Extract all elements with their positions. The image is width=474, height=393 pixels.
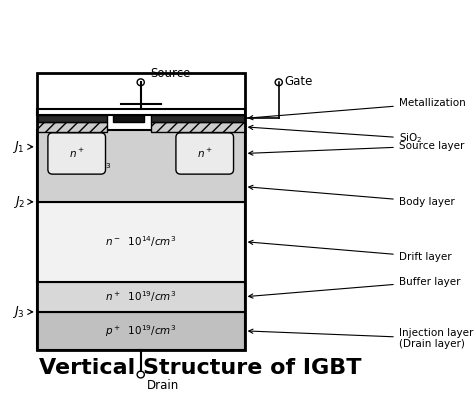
Text: Injection layer
(Drain layer): Injection layer (Drain layer) (249, 328, 473, 349)
Text: Source: Source (151, 67, 191, 81)
Bar (151, 114, 245, 122)
FancyBboxPatch shape (48, 133, 106, 174)
Text: Buffer layer: Buffer layer (249, 277, 460, 298)
Text: $J_2$: $J_2$ (12, 194, 33, 210)
Text: SiO$_2$: SiO$_2$ (249, 125, 422, 145)
Text: Source layer: Source layer (249, 141, 464, 155)
Text: Gate: Gate (285, 75, 313, 88)
Text: $n^+$: $n^+$ (69, 147, 85, 160)
Bar (36, 202, 245, 281)
Bar (36, 109, 245, 114)
Text: Metallization: Metallization (249, 98, 465, 120)
Bar (36, 312, 245, 350)
Bar (36, 122, 107, 132)
Text: $n^+$: $n^+$ (197, 147, 213, 160)
Text: $J_3$: $J_3$ (12, 304, 33, 320)
Bar (36, 281, 245, 312)
Text: Body layer: Body layer (249, 185, 455, 207)
Bar (113, 114, 144, 122)
Text: $n^+$  $10^{19}/cm^3$: $n^+$ $10^{19}/cm^3$ (105, 289, 176, 304)
Text: $p$  $10^{16}/cm^3$: $p$ $10^{16}/cm^3$ (50, 162, 112, 178)
Bar (36, 130, 245, 202)
Text: $J_1$: $J_1$ (12, 139, 33, 155)
Text: Vertical Structure of IGBT: Vertical Structure of IGBT (39, 358, 362, 378)
Text: Drain: Drain (147, 379, 179, 392)
Bar (36, 114, 107, 122)
Bar (36, 73, 245, 350)
Text: $n^-$  $10^{14}/cm^3$: $n^-$ $10^{14}/cm^3$ (105, 234, 176, 249)
Text: $p^+$  $10^{19}/cm^3$: $p^+$ $10^{19}/cm^3$ (105, 323, 176, 339)
FancyBboxPatch shape (176, 133, 234, 174)
Text: Drift layer: Drift layer (249, 240, 451, 262)
Bar (151, 122, 245, 132)
